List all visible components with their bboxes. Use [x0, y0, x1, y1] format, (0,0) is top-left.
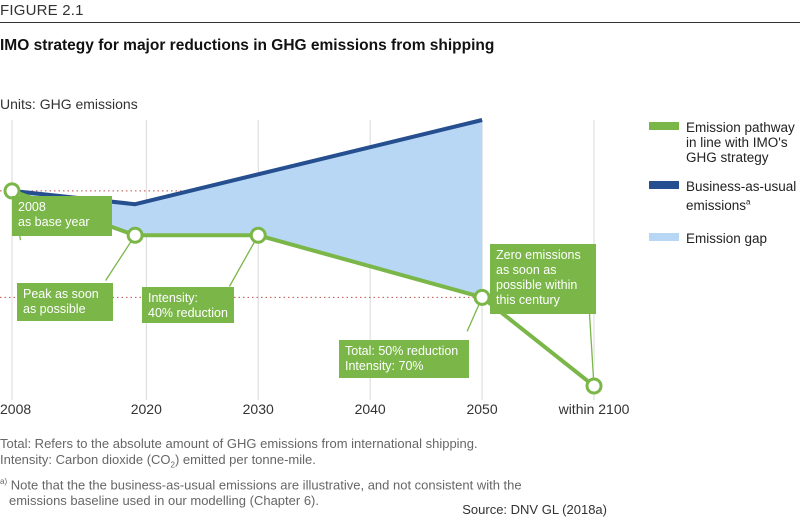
chart-title: IMO strategy for major reductions in GHG…: [0, 37, 495, 54]
leader-dot-4: [463, 331, 469, 337]
x-tick-label-2020: 2020: [131, 401, 162, 417]
units-label: Units: GHG emissions: [0, 96, 138, 112]
top-rule: [0, 22, 800, 23]
x-tick-label-2040: 2040: [355, 401, 386, 417]
footnote-intensity-pre: Intensity: Carbon dioxide (CO: [0, 452, 171, 467]
source-note: Source: DNV GL (2018a): [462, 502, 607, 517]
leader-line-5: [588, 305, 595, 387]
x-tick-label-within-2100: within 2100: [558, 401, 630, 417]
x-tick-labels-layer: 2008 2020 2030 2040 2050 within 2100: [0, 401, 630, 417]
footnote-intensity: Intensity: Carbon dioxide (CO2) emitted …: [0, 452, 522, 474]
legend-label-1: Emission pathway in line with IMO's GHG st…: [686, 120, 795, 165]
annotation-text-2-1: Peak as soon: [23, 287, 99, 301]
legend: Emission pathway in line with IMO's GHG st…: [649, 120, 800, 260]
annotation-text-1-2: as base year: [18, 215, 90, 229]
annotation-text-3-1: Intensity:: [148, 291, 198, 305]
footnote-marker: a): [0, 476, 8, 486]
legend-item-1: Emission pathway in line with IMO's GHG st…: [649, 120, 800, 165]
leader-line-3: [227, 234, 259, 290]
footnote-note-1: a) Note that the the business-as-usual e…: [0, 474, 522, 493]
annotation-text-4-1: Total: 50% reduction: [345, 344, 458, 358]
pathway-point-3: [249, 226, 267, 244]
figure-label: FIGURE 2.1: [0, 2, 84, 19]
annotation-box-3: [142, 287, 234, 323]
footnote-total: Total: Refers to the absolute amount of …: [0, 436, 478, 451]
annotation-text-3-2: 40% reduction: [148, 306, 228, 320]
footnote-intensity-sub: 2: [170, 460, 175, 470]
x-tick-label-2050: 2050: [466, 401, 497, 417]
bau-emissions-line: [11, 118, 483, 207]
footnote-note-text-1: Note that the the business-as-usual emis…: [10, 476, 522, 492]
leader-dot-1: [18, 240, 24, 246]
annotation-box-5: [490, 244, 596, 314]
legend-label-3: Emission gap: [686, 230, 768, 246]
emission-gap-area: [12, 120, 483, 298]
annotation-box-4: [339, 340, 469, 378]
legend-swatch-1: [649, 122, 679, 130]
pathway-point-2: [126, 226, 144, 244]
units-value: GHG emissions: [39, 96, 138, 112]
footnote-note-2: emissions baseline used in our modelling…: [9, 492, 319, 508]
footnote-intensity-post: ) emitted per tonne-mile.: [174, 452, 316, 467]
annotation-box-2: [17, 283, 113, 321]
x-tick-label-2008: 2008: [0, 401, 31, 417]
annotation-box-1: [12, 196, 112, 236]
pathway-point-1: [3, 182, 21, 200]
legend-swatch-2: [649, 181, 679, 189]
footnotes: Total: Refers to the absolute amount of …: [0, 436, 522, 509]
units-prefix: Units:: [0, 96, 36, 112]
pathway-point-5: [585, 377, 603, 395]
annotation-text-5-4: this century: [496, 293, 561, 307]
legend-label-2: Business-as-usual emissionsa: [686, 179, 797, 213]
x-tick-label-2030: 2030: [243, 401, 274, 417]
annotation-text-1-1: 2008: [18, 200, 46, 214]
annotation-text-4-2: Intensity: 70%: [345, 359, 424, 373]
legend-swatch-3: [649, 232, 679, 241]
leader-line-2: [103, 234, 136, 284]
annotation-text-5-3: possible within: [496, 278, 577, 292]
legend-item-2: Business-as-usual emissionsa: [649, 179, 800, 213]
legend-sup-2: a: [746, 197, 751, 206]
legend-item-3: Emission gap: [649, 231, 800, 246]
annotation-text-5-1: Zero emissions: [496, 248, 581, 262]
annotation-3: Intensity:40% reduction: [142, 287, 234, 323]
annotation-text-2-2: as possible: [23, 302, 86, 316]
annotation-text-5-2: as soon as: [496, 263, 556, 277]
pathway-point-4: [473, 288, 491, 306]
